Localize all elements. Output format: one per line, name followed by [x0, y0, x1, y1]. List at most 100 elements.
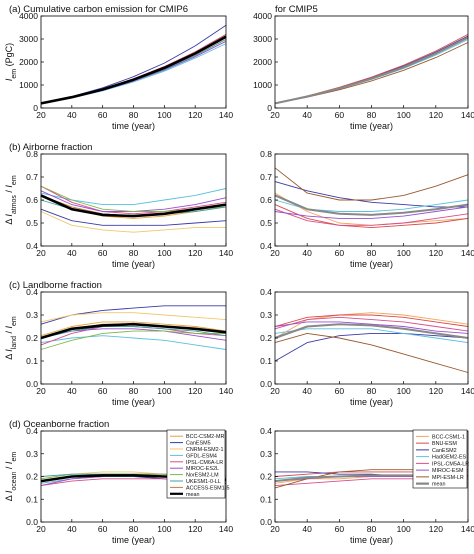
x-tick-label: 80 — [129, 248, 139, 258]
x-axis-label: time (year) — [350, 397, 393, 407]
series-line-bnu-esm — [274, 34, 469, 104]
x-tick-label: 80 — [367, 524, 377, 534]
series-line-noresm2-lm — [40, 330, 226, 350]
x-tick-label: 140 — [461, 110, 474, 120]
series-line-gfdl-esm4 — [40, 335, 227, 350]
y-axis-label: Δ Iatmos / Iem — [4, 175, 18, 225]
series-line-canesm5 — [40, 208, 227, 226]
y-tick-label: 0.8 — [260, 149, 272, 159]
series-line-mpi-esm-lr — [274, 332, 469, 373]
series-line-bcc-csm2-mr — [40, 321, 227, 337]
legend-label: MIROC-ESM — [432, 468, 464, 474]
y-tick-label: 0.2 — [260, 472, 272, 482]
y-tick-label: 0.1 — [260, 494, 272, 504]
y-tick-label: 4000 — [19, 11, 38, 21]
y-tick-label: 0.6 — [260, 195, 272, 205]
panel-title: for CMIP5 — [275, 4, 318, 15]
panel-title: (c) Landborne fraction — [9, 280, 102, 291]
x-tick-label: 80 — [129, 386, 139, 396]
series-line-canesm5 — [40, 305, 226, 325]
series-line-mean6 — [40, 322, 227, 340]
series-line-cnrm-esm2-1 — [40, 38, 227, 104]
series-line-ipsl-cm5a-lr — [274, 36, 469, 104]
y-tick-label: 0.2 — [26, 333, 38, 343]
x-tick-label: 20 — [270, 386, 280, 396]
y-tick-label: 1000 — [19, 80, 38, 90]
series-line-mean6 — [40, 35, 227, 105]
y-tick-label: 0.4 — [26, 426, 38, 436]
x-tick-label: 40 — [67, 110, 77, 120]
y-tick-label: 0.1 — [26, 494, 38, 504]
series-line-noresm2-lm — [40, 36, 227, 104]
y-tick-label: 0.7 — [26, 172, 38, 182]
panel-c-cmip5: 20 40 60 80 100 120 140 0.0 0.1 0.2 0.3 0.4 time (ye… — [260, 287, 474, 407]
x-axis-label: time (year) — [112, 259, 155, 269]
y-tick-label: 0.0 — [26, 517, 38, 527]
series-line-canesm5 — [40, 24, 227, 104]
series-line-ipsl-cm5a-lr — [274, 316, 469, 332]
y-tick-label: 0.0 — [26, 379, 38, 389]
legend-label: UKESM1-0-LL — [186, 479, 221, 485]
panel-a-cmip6: (a) Cumulative carbon emission for CMIP6… — [4, 4, 233, 131]
y-tick-label: 0.2 — [260, 333, 272, 343]
series-line-mean5 — [274, 323, 469, 339]
x-tick-label: 40 — [67, 386, 77, 396]
x-tick-label: 100 — [157, 248, 171, 258]
series-line-ipsl-cm6a-lr — [40, 34, 227, 104]
x-tick-label: 120 — [188, 386, 202, 396]
legend-label: ACCESS-ESM1-5 — [186, 485, 229, 491]
x-tick-label: 80 — [367, 110, 377, 120]
series-line-canesm2 — [274, 181, 468, 208]
x-tick-label: 140 — [461, 524, 474, 534]
y-tick-label: 0.3 — [26, 449, 38, 459]
x-tick-label: 120 — [429, 248, 443, 258]
y-tick-label: 1000 — [253, 80, 272, 90]
series-line-miroc-esm — [274, 321, 469, 334]
x-tick-label: 40 — [67, 524, 77, 534]
y-axis-label: Δ Iland / Iem — [4, 316, 18, 360]
x-tick-label: 140 — [461, 386, 474, 396]
y-tick-label: 0.4 — [260, 426, 272, 436]
series-line-mpi-esm-lr — [274, 167, 469, 201]
legend-cmip5: BCC-CSM1-1BNU-ESMCanESM2HadGEM2-ESIPSL-C… — [412, 429, 469, 489]
x-axis-label: time (year) — [350, 121, 393, 131]
x-tick-label: 20 — [36, 248, 46, 258]
x-tick-label: 120 — [429, 524, 443, 534]
x-tick-label: 40 — [67, 248, 77, 258]
legend-label: CNRM-ESM2-1 — [186, 447, 223, 453]
legend-label: NorESM2-LM — [186, 473, 219, 479]
y-axis-label: Δ Iocean / Iem — [4, 452, 18, 502]
y-tick-label: 0.0 — [260, 379, 272, 389]
panel-title: (b) Airborne fraction — [9, 142, 92, 153]
panel-title: (a) Cumulative carbon emission for CMIP6 — [9, 4, 188, 15]
x-tick-label: 120 — [429, 110, 443, 120]
x-tick-label: 60 — [98, 524, 108, 534]
x-tick-label: 100 — [157, 110, 171, 120]
x-tick-label: 40 — [302, 524, 312, 534]
x-axis-label: time (year) — [350, 259, 393, 269]
y-tick-label: 4000 — [253, 11, 272, 21]
series-line-mean5 — [274, 36, 469, 105]
legend-label: mean — [432, 482, 446, 488]
y-tick-label: 0.7 — [260, 172, 272, 182]
x-tick-label: 60 — [335, 110, 345, 120]
series-line-mean5 — [274, 194, 469, 216]
x-tick-label: 140 — [219, 110, 233, 120]
series-line-ipsl-cm6a-lr — [40, 185, 227, 215]
x-tick-label: 100 — [397, 524, 411, 534]
x-tick-label: 40 — [302, 248, 312, 258]
y-tick-label: 0.6 — [26, 195, 38, 205]
x-tick-label: 20 — [270, 110, 280, 120]
legend-label: GFDL-ESM4 — [186, 453, 217, 459]
x-tick-label: 20 — [36, 386, 46, 396]
series-line-hadgem2-es — [274, 328, 469, 344]
x-tick-label: 60 — [98, 110, 108, 120]
x-tick-label: 40 — [302, 110, 312, 120]
x-tick-label: 120 — [188, 248, 202, 258]
axes-frame — [274, 291, 469, 385]
x-tick-label: 20 — [36, 524, 46, 534]
x-tick-label: 100 — [397, 386, 411, 396]
y-tick-label: 0.3 — [260, 449, 272, 459]
legend-label: IPSL-CM5A-LR — [432, 461, 469, 467]
